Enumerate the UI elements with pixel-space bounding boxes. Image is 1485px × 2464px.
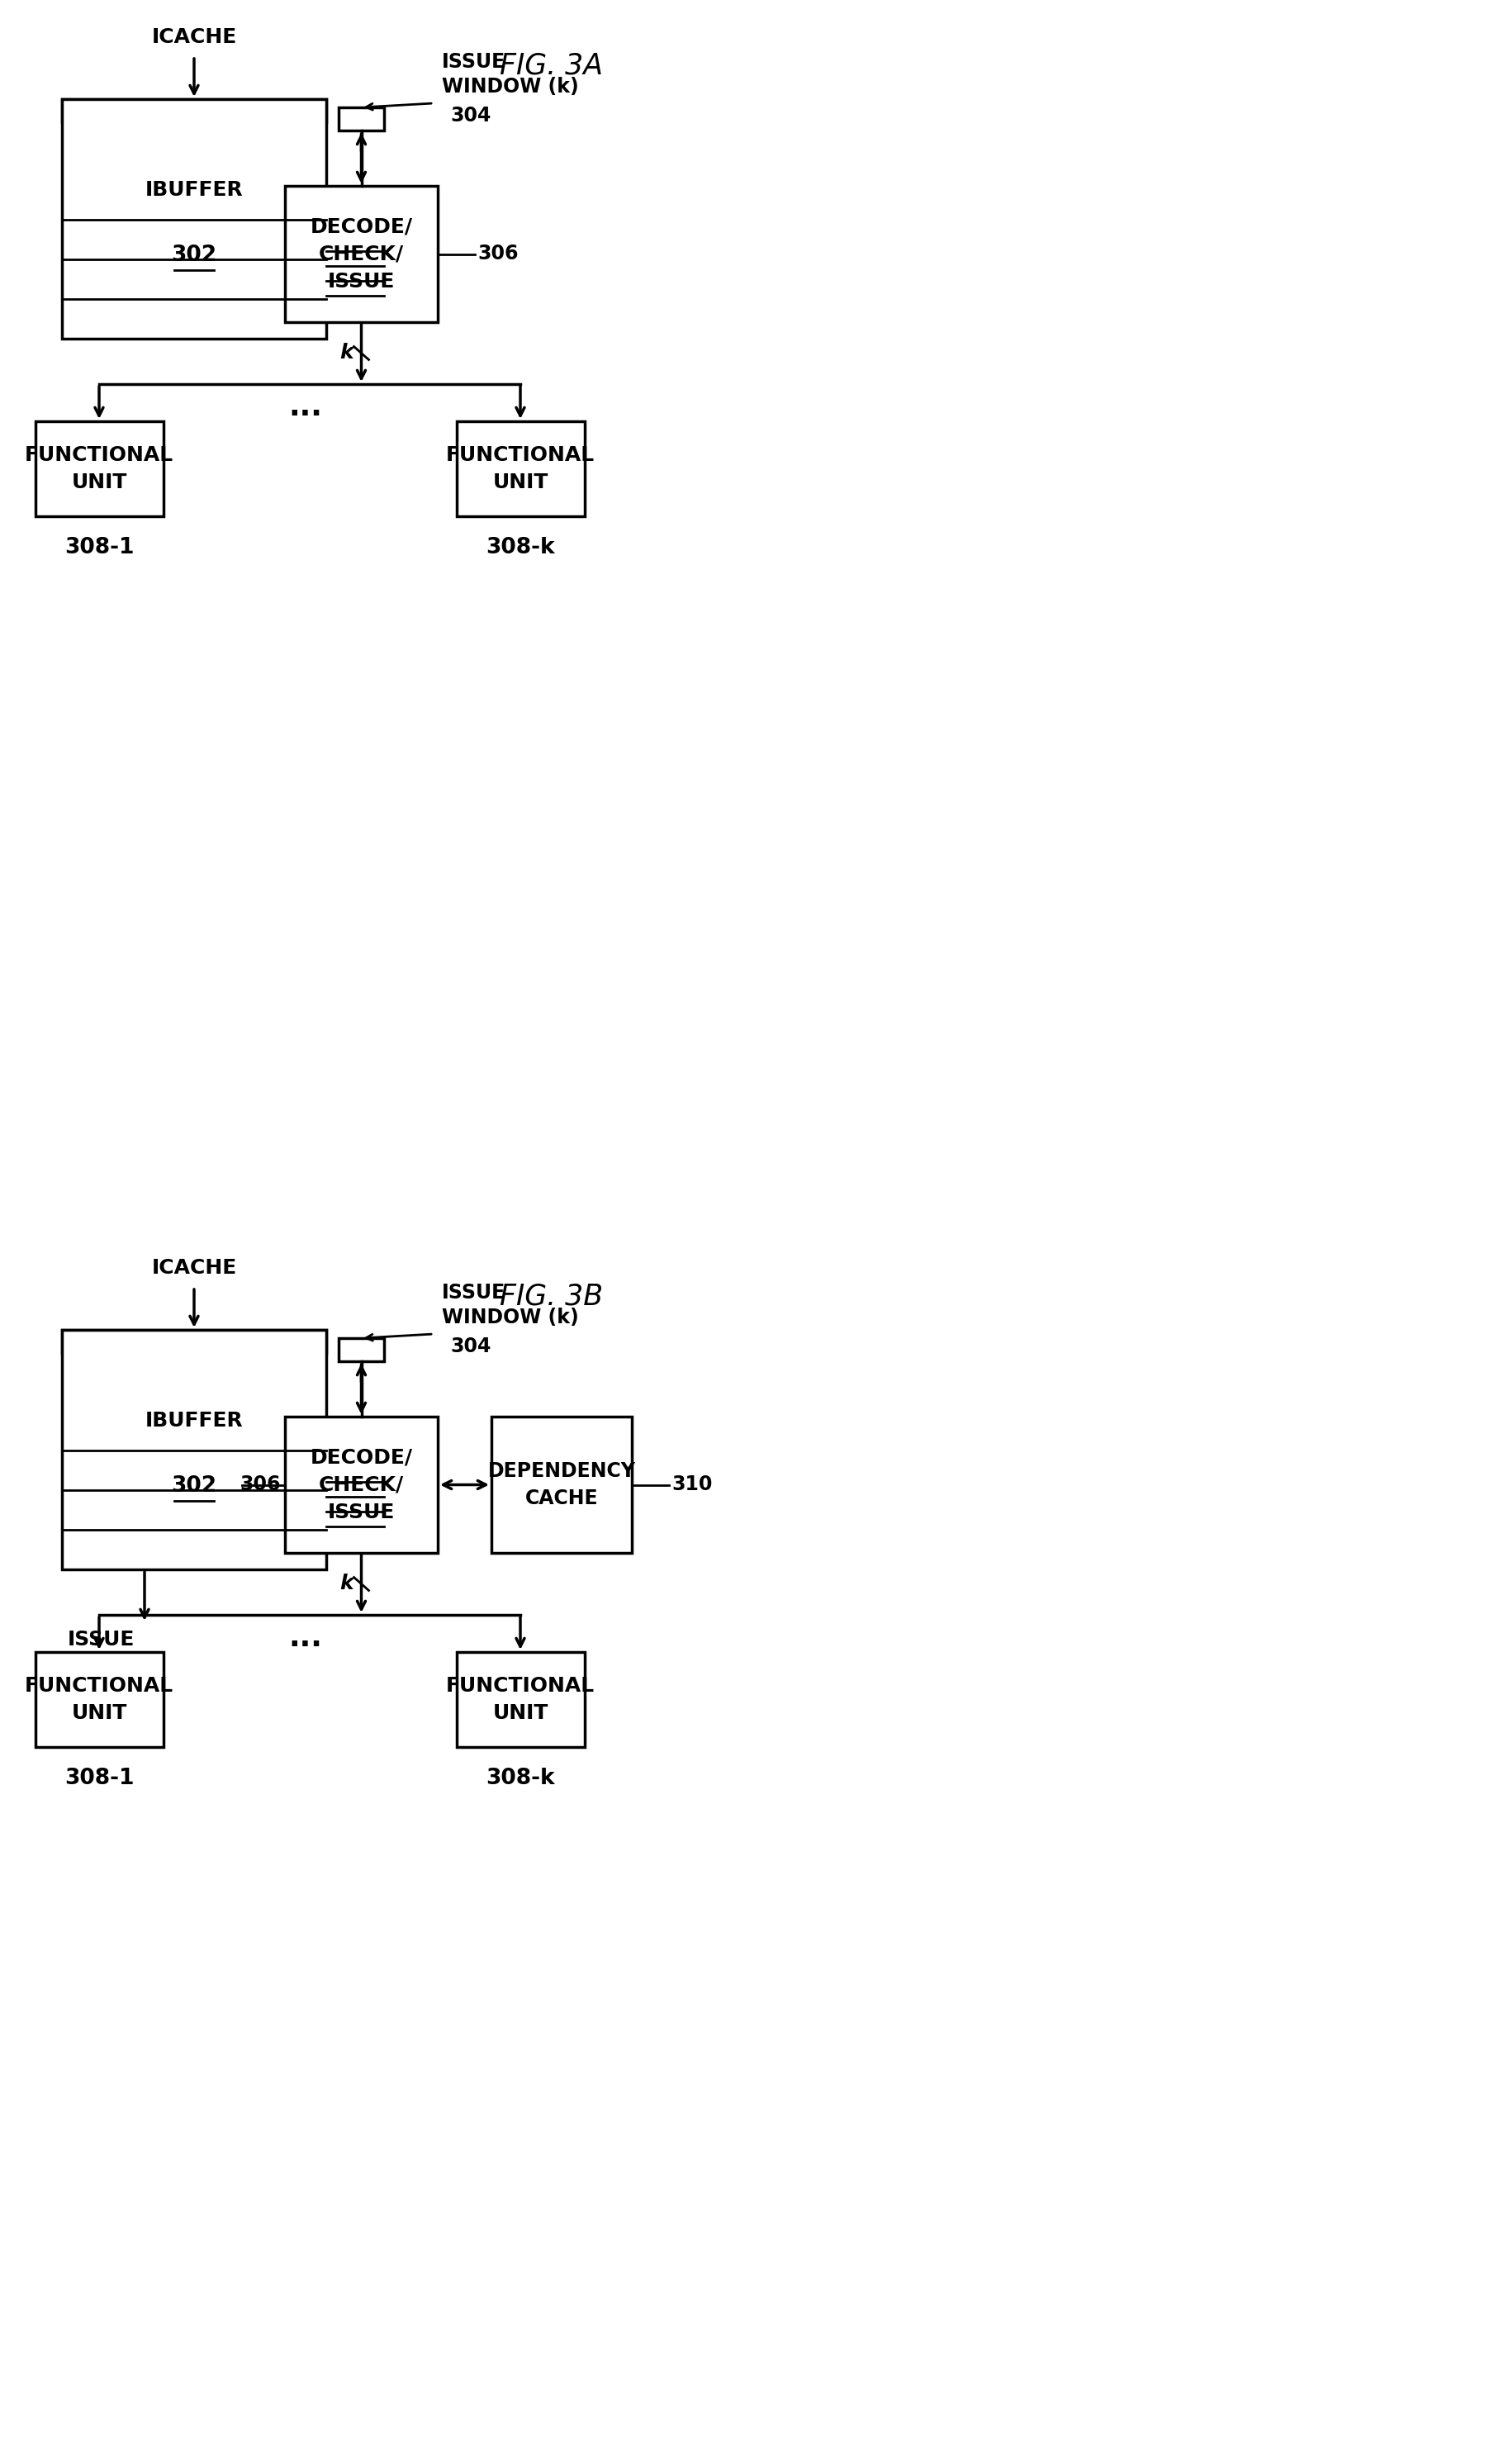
Bar xyxy=(285,1417,438,1552)
Text: 302: 302 xyxy=(171,244,217,266)
Text: FUNCTIONAL
UNIT: FUNCTIONAL UNIT xyxy=(445,446,594,493)
Bar xyxy=(62,1331,327,1353)
Text: FUNCTIONAL
UNIT: FUNCTIONAL UNIT xyxy=(25,446,174,493)
Bar xyxy=(492,1417,631,1552)
Text: FUNCTIONAL
UNIT: FUNCTIONAL UNIT xyxy=(445,1676,594,1722)
Bar xyxy=(285,185,438,323)
Bar xyxy=(339,108,385,131)
Bar xyxy=(62,1331,327,1570)
Text: IBUFFER: IBUFFER xyxy=(146,180,244,200)
Bar xyxy=(36,421,163,517)
Bar xyxy=(339,1338,385,1360)
Text: ISSUE: ISSUE xyxy=(67,1629,135,1648)
Text: 304: 304 xyxy=(450,1335,492,1355)
Bar xyxy=(456,421,584,517)
Text: 308-k: 308-k xyxy=(486,1767,555,1789)
Bar xyxy=(36,1651,163,1747)
Text: ISSUE
WINDOW (k): ISSUE WINDOW (k) xyxy=(443,52,579,96)
Text: FUNCTIONAL
UNIT: FUNCTIONAL UNIT xyxy=(25,1676,174,1722)
Text: ICACHE: ICACHE xyxy=(151,27,236,47)
Bar xyxy=(456,1651,584,1747)
Text: ISSUE
WINDOW (k): ISSUE WINDOW (k) xyxy=(443,1284,579,1328)
Bar xyxy=(62,99,327,338)
Text: ...: ... xyxy=(288,1624,322,1651)
Text: 308-k: 308-k xyxy=(486,537,555,559)
Text: 306: 306 xyxy=(477,244,518,264)
Text: DEPENDENCY
CACHE: DEPENDENCY CACHE xyxy=(487,1461,636,1508)
Text: ...: ... xyxy=(288,394,322,421)
Text: 310: 310 xyxy=(671,1476,713,1496)
Text: DECODE/
CHECK/
ISSUE: DECODE/ CHECK/ ISSUE xyxy=(310,1446,413,1523)
Text: k: k xyxy=(340,342,353,362)
Text: 304: 304 xyxy=(450,106,492,126)
Text: 302: 302 xyxy=(171,1476,217,1496)
Text: 308-1: 308-1 xyxy=(64,537,134,559)
Text: k: k xyxy=(340,1574,353,1594)
Text: ICACHE: ICACHE xyxy=(151,1259,236,1279)
Text: 306: 306 xyxy=(239,1476,281,1496)
Text: FIG. 3B: FIG. 3B xyxy=(499,1284,603,1311)
Text: FIG. 3A: FIG. 3A xyxy=(499,52,603,81)
Text: DECODE/
CHECK/
ISSUE: DECODE/ CHECK/ ISSUE xyxy=(310,217,413,291)
Text: IBUFFER: IBUFFER xyxy=(146,1412,244,1432)
Bar xyxy=(62,99,327,123)
Text: 308-1: 308-1 xyxy=(64,1767,134,1789)
